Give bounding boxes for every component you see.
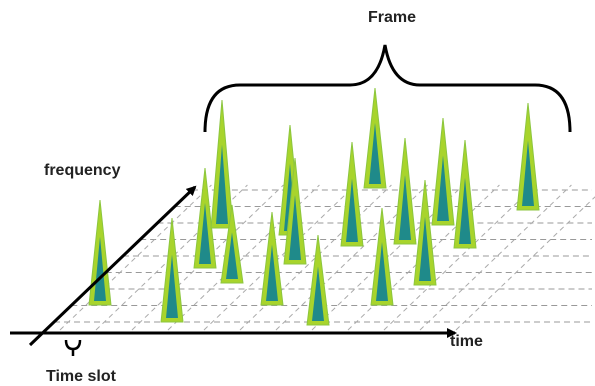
grid-line: [131, 184, 284, 331]
spike-inner: [522, 140, 534, 206]
grid-line: [455, 196, 595, 331]
grid-line: [419, 184, 572, 331]
frequency-axis: [28, 185, 197, 347]
grid-line: [347, 184, 500, 331]
spike-inner: [199, 203, 211, 264]
spike-inner: [312, 266, 324, 321]
frequency-label: frequency: [44, 162, 121, 179]
spike-inner: [216, 144, 228, 224]
spike-inner: [346, 178, 358, 242]
spike-inner: [459, 177, 471, 244]
frame-label: Frame: [368, 9, 416, 26]
spike-inner: [419, 216, 431, 281]
spike-inner: [166, 254, 178, 318]
spike-inner: [226, 232, 238, 279]
time-slot-label: Time slot: [46, 368, 117, 385]
spike-inner: [94, 236, 106, 301]
spike-inner: [266, 244, 278, 301]
spike-inner: [289, 195, 301, 260]
spike-inner: [437, 155, 449, 221]
spike-inner: [399, 175, 411, 240]
grid-line: [59, 184, 212, 331]
spike-inner: [369, 123, 381, 184]
frame-brace: [203, 44, 572, 133]
grid-line: [203, 184, 356, 331]
time-label: time: [450, 333, 483, 350]
spikes: [88, 87, 540, 326]
time-slot-bracket: [64, 339, 82, 356]
grid-line: [383, 184, 536, 331]
spike-inner: [376, 241, 388, 301]
grid-line: [239, 184, 392, 331]
